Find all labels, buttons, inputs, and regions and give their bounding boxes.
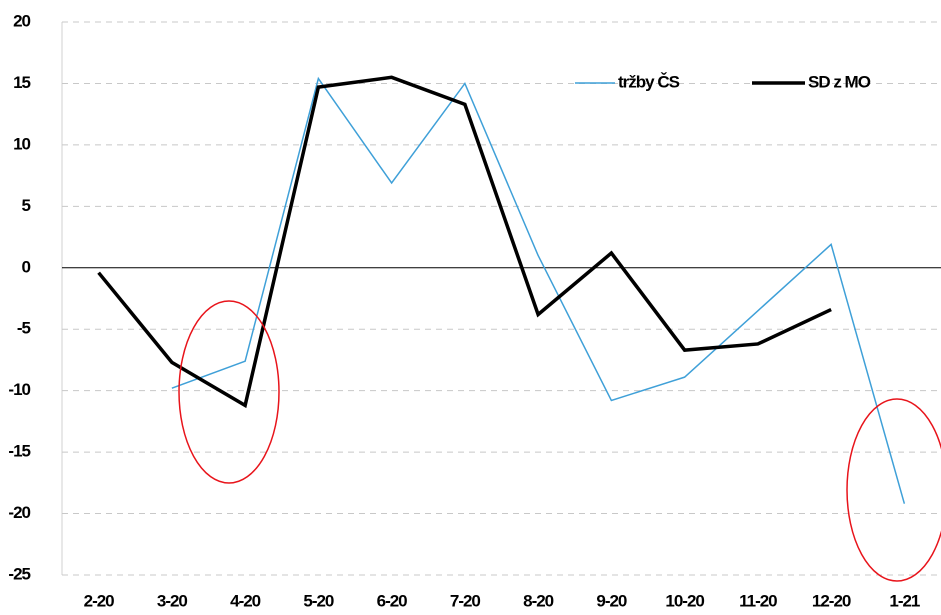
x-tick-label: 2-20 bbox=[84, 591, 115, 610]
x-tick-label: 12-20 bbox=[812, 591, 851, 610]
series-line bbox=[97, 75, 832, 409]
highlight-ellipse bbox=[178, 300, 280, 484]
y-tick-label: 5 bbox=[22, 196, 31, 215]
y-tick-label: -20 bbox=[8, 503, 30, 522]
y-tick-label: -5 bbox=[17, 319, 31, 338]
x-tick-label: 11-20 bbox=[739, 591, 777, 610]
legend-label: tržby ČS bbox=[618, 72, 680, 91]
x-tick-label: 8-20 bbox=[523, 591, 554, 610]
y-tick-label: -25 bbox=[8, 564, 30, 583]
y-tick-label: 10 bbox=[13, 134, 30, 153]
y-tick-label: 20 bbox=[13, 11, 30, 30]
y-tick-label: -10 bbox=[8, 380, 30, 399]
highlight-ellipse bbox=[846, 398, 941, 582]
x-tick-label: 3-20 bbox=[157, 591, 188, 610]
legend-label: SD z MO bbox=[808, 72, 871, 91]
x-tick-label: 1-21 bbox=[889, 591, 920, 610]
x-tick-label: 10-20 bbox=[665, 591, 704, 610]
y-tick-label: -15 bbox=[8, 442, 30, 461]
x-tick-label: 6-20 bbox=[377, 591, 408, 610]
series-line bbox=[171, 76, 906, 504]
y-tick-label: 0 bbox=[22, 257, 31, 276]
x-tick-label: 9-20 bbox=[596, 591, 627, 610]
y-tick-label: 15 bbox=[13, 73, 30, 92]
x-tick-label: 7-20 bbox=[450, 591, 481, 610]
x-tick-label: 4-20 bbox=[230, 591, 261, 610]
x-tick-label: 5-20 bbox=[303, 591, 334, 610]
